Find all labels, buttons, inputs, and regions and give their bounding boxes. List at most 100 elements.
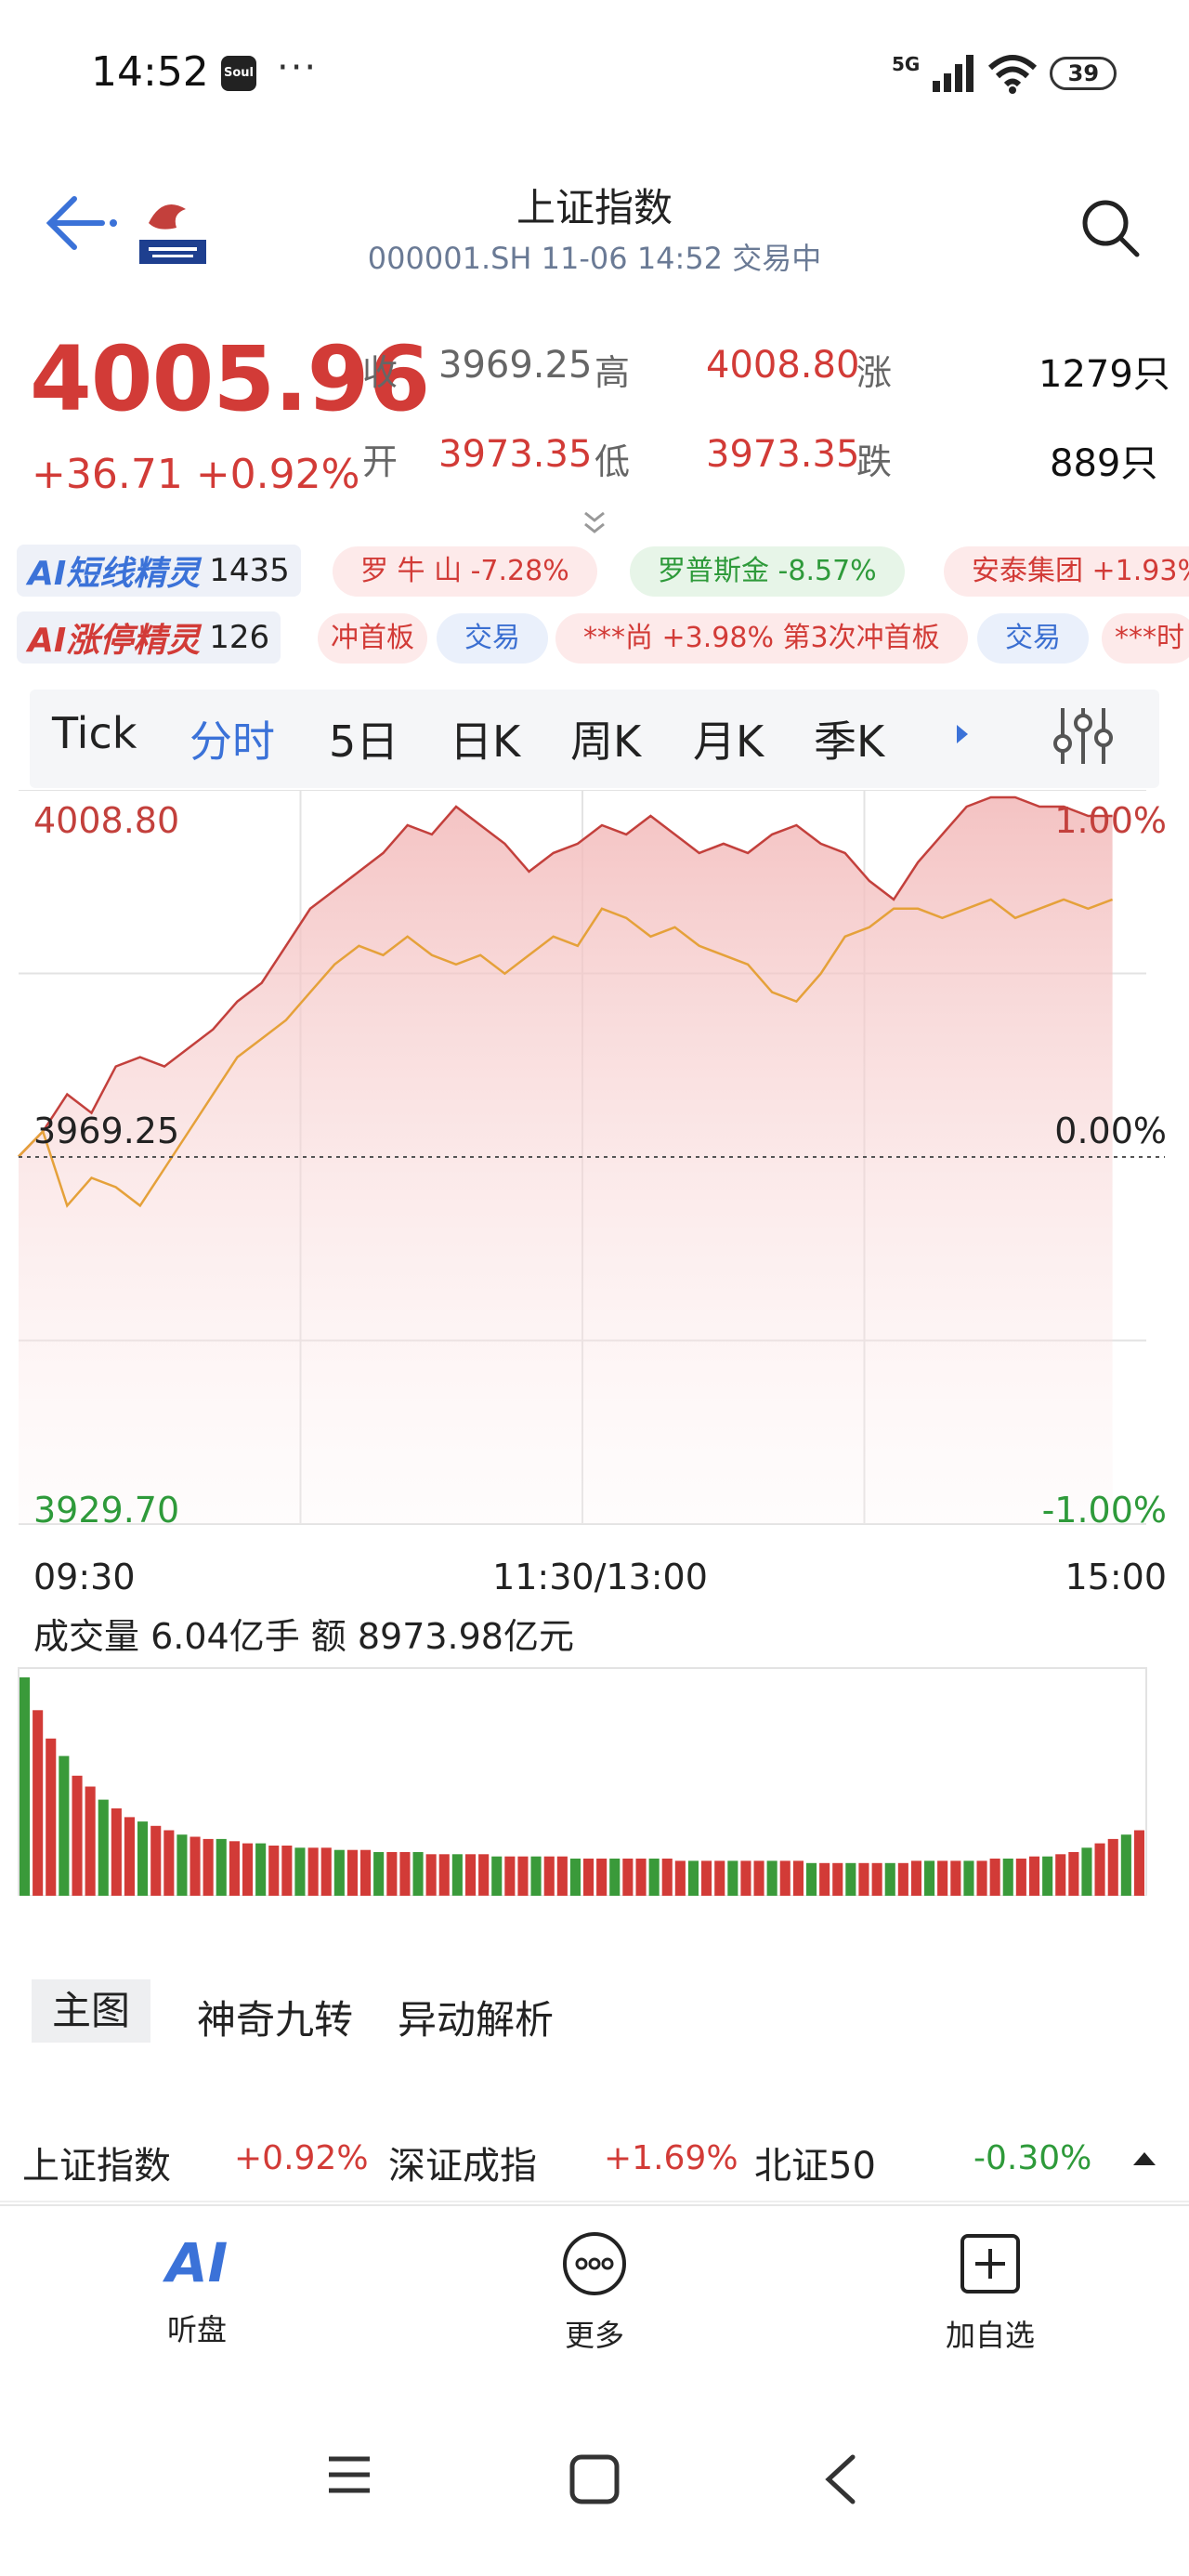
volume-bar	[346, 1849, 358, 1896]
volume-bar	[661, 1859, 673, 1896]
wifi-icon	[988, 55, 1038, 94]
broker-logo	[139, 204, 206, 264]
axis-high-pct: 1.00%	[1054, 800, 1167, 841]
volume-bar	[1055, 1854, 1066, 1896]
volume-bar	[884, 1862, 895, 1896]
rise-count: 1279只	[1039, 353, 1170, 396]
volume-bar	[635, 1859, 647, 1896]
ai-limit-up-count: 126	[209, 619, 270, 656]
x-label-open: 09:30	[33, 1557, 136, 1597]
average-line	[18, 898, 1114, 1208]
volume-bar	[294, 1847, 306, 1896]
index-ticker-row[interactable]	[0, 2124, 1189, 2202]
volume-bar	[216, 1838, 227, 1896]
volume-bar	[1094, 1843, 1105, 1896]
short-chip[interactable]: 罗 牛 山 -7.28%	[333, 546, 597, 597]
volume-bar	[1133, 1830, 1144, 1896]
limit-chip[interactable]: ***时	[1102, 613, 1189, 664]
volume-bar	[740, 1860, 751, 1896]
high-label: 高	[594, 352, 631, 393]
tab-tick[interactable]: Tick	[52, 708, 137, 758]
back-arrow-icon[interactable]	[37, 186, 121, 260]
limit-chip[interactable]: 冲首板	[318, 613, 427, 664]
recent-apps-icon[interactable]	[325, 2453, 373, 2496]
tab-daily-k[interactable]: 日K	[450, 716, 521, 767]
volume-bar	[687, 1860, 699, 1896]
tab-anomaly-analysis[interactable]: 异动解析	[398, 1997, 555, 2043]
volume-bar	[806, 1862, 817, 1896]
tab-magic-nine[interactable]: 神奇九转	[197, 1997, 354, 2043]
volume-bar	[72, 1775, 83, 1896]
tab-main-chart[interactable]: 主图	[32, 1979, 150, 2043]
volume-bar	[845, 1862, 856, 1896]
nav-add-watchlist[interactable]: 加自选	[897, 2230, 1083, 2355]
nav-more[interactable]: 更多	[502, 2230, 687, 2355]
volume-bar	[858, 1862, 869, 1896]
nav-listen[interactable]: AI 听盘	[104, 2230, 290, 2349]
volume-bar	[504, 1856, 516, 1896]
volume-bar	[33, 1710, 44, 1896]
volume-summary: 成交量 6.04亿手 额 8973.98亿元	[33, 1616, 574, 1657]
nav-more-label: 更多	[564, 2318, 624, 2353]
volume-bar	[766, 1860, 777, 1896]
short-chip[interactable]: 罗普斯金 -8.57%	[630, 546, 905, 597]
volume-bar	[1081, 1847, 1092, 1896]
volume-bar	[727, 1860, 738, 1896]
back-nav-icon[interactable]	[821, 2453, 858, 2505]
tab-5day[interactable]: 5日	[329, 716, 399, 767]
volume-bar	[412, 1852, 424, 1896]
volume-bar	[753, 1860, 764, 1896]
volume-bar	[543, 1856, 555, 1896]
low-value: 3973.35	[706, 433, 860, 476]
volume-bar	[229, 1841, 240, 1896]
axis-low-pct: -1.00%	[1042, 1490, 1167, 1531]
volume-bar	[176, 1834, 188, 1896]
signal-icon	[933, 55, 974, 92]
volume-bar	[46, 1738, 57, 1896]
volume-bar	[137, 1821, 149, 1896]
volume-bar	[989, 1859, 1000, 1896]
limit-chip[interactable]: ***尚 +3.98% 第3次冲首板	[555, 613, 968, 664]
soul-app-icon: Soul	[221, 56, 256, 91]
page-title: 上证指数	[516, 185, 673, 230]
home-icon[interactable]	[568, 2453, 621, 2505]
volume-bar	[438, 1854, 450, 1896]
short-chip[interactable]: 安泰集团 +1.93%	[944, 546, 1189, 597]
index-name: 深证成指	[388, 2145, 537, 2188]
volume-bar	[1042, 1856, 1053, 1896]
volume-bar	[1107, 1838, 1118, 1896]
ai-short-line-badge[interactable]: AI短线精灵 1435	[17, 545, 301, 597]
intraday-chart[interactable]: 4008.80 1.00% 3969.25 0.00% 3929.70 -1.0…	[0, 790, 1189, 1896]
status-icons: 5G 39	[892, 51, 1117, 96]
tab-weekly-k[interactable]: 周K	[570, 716, 642, 767]
add-square-icon	[960, 2234, 1020, 2293]
chart-settings-icon[interactable]	[1050, 703, 1117, 769]
volume-bar	[530, 1856, 542, 1896]
tab-monthly-k[interactable]: 月K	[693, 716, 764, 767]
expand-chevron-icon[interactable]	[581, 509, 608, 537]
volume-bar	[163, 1830, 175, 1896]
volume-bar	[517, 1856, 529, 1896]
trade-chip[interactable]: 交易	[437, 613, 548, 664]
open-value: 3973.35	[438, 433, 593, 476]
tab-quarterly-k[interactable]: 季K	[814, 716, 885, 767]
nav-add-watchlist-label: 加自选	[945, 2318, 1035, 2353]
volume-bar	[924, 1860, 935, 1896]
current-price: 4005.96	[30, 327, 430, 431]
volume-bar	[714, 1860, 725, 1896]
tab-intraday[interactable]: 分时	[189, 716, 275, 767]
index-name: 北证50	[754, 2145, 876, 2188]
axis-high-price: 4008.80	[33, 800, 179, 841]
high-value: 4008.80	[706, 344, 860, 387]
low-label: 低	[594, 441, 631, 482]
volume-bar	[609, 1859, 621, 1896]
volume-bar	[255, 1843, 267, 1896]
search-icon[interactable]	[1078, 195, 1143, 260]
ai-short-line-count: 1435	[209, 552, 290, 589]
more-tabs-arrow-icon[interactable]	[955, 723, 970, 745]
ai-limit-up-badge[interactable]: AI涨停精灵 126	[17, 611, 281, 664]
price-area-fill	[19, 797, 1113, 1524]
expand-up-icon[interactable]	[1131, 2149, 1157, 2167]
trade-chip[interactable]: 交易	[977, 613, 1089, 664]
volume-bar	[648, 1859, 660, 1896]
